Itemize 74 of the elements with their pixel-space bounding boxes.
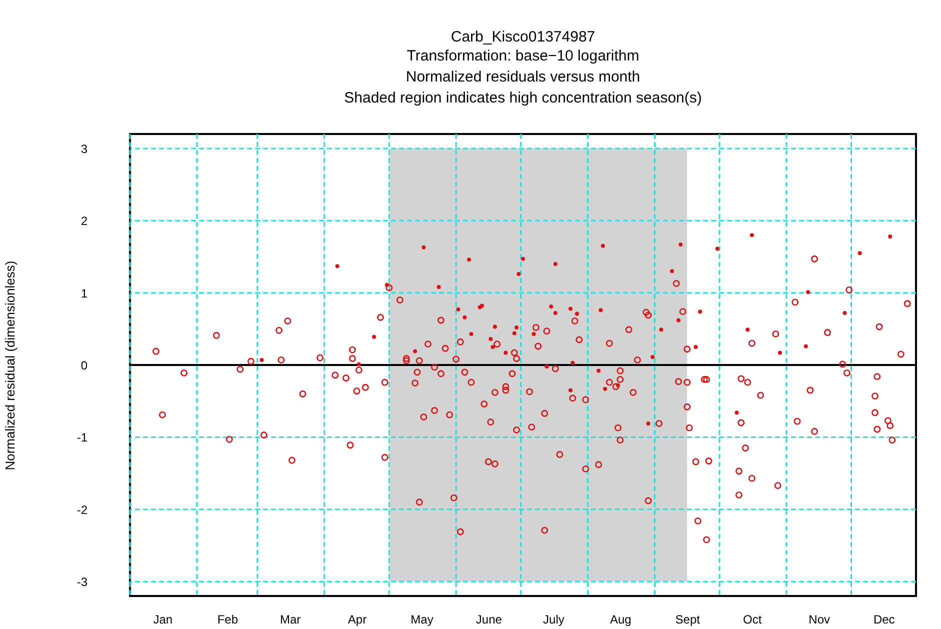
point	[698, 310, 702, 314]
point	[422, 245, 426, 250]
point	[544, 364, 549, 368]
point	[504, 350, 508, 355]
point	[888, 234, 892, 238]
point	[488, 337, 493, 342]
x-tick-label: Feb	[217, 612, 238, 626]
point	[553, 311, 558, 316]
point	[462, 315, 467, 320]
point	[260, 358, 264, 362]
point	[570, 360, 575, 365]
point	[490, 344, 495, 349]
point	[516, 272, 521, 276]
point	[356, 362, 361, 366]
point	[413, 349, 418, 354]
y-tick-label: -2	[76, 502, 88, 517]
point	[806, 290, 810, 294]
chart-subtitle: Transformation: base−10 logarithm Normalized residuals versus month Shaded region indicates high concentration season(s)	[344, 47, 702, 106]
y-axis-title: Normalized residual (dimensionless)	[2, 260, 18, 470]
point	[532, 332, 536, 336]
point	[616, 383, 620, 388]
x-tick-label: May	[410, 612, 434, 626]
y-tick-label: -3	[76, 575, 88, 590]
point	[467, 258, 472, 262]
point	[598, 308, 603, 312]
point	[804, 344, 808, 348]
point	[646, 421, 650, 426]
x-tick-label: Dec	[873, 612, 895, 626]
point	[858, 251, 862, 256]
y-tick-label: -1	[76, 430, 88, 445]
x-tick-label: July	[543, 612, 564, 626]
point	[778, 350, 782, 355]
point	[492, 324, 497, 329]
x-tick-label: Apr	[348, 612, 367, 626]
point	[746, 328, 750, 332]
x-tick-label: Nov	[808, 612, 830, 626]
x-tick-label: Aug	[610, 612, 632, 626]
point	[512, 331, 516, 336]
point	[694, 344, 698, 349]
point	[715, 246, 720, 251]
y-tick-label: 2	[80, 214, 88, 228]
x-tick-label: June	[476, 612, 502, 626]
point	[678, 242, 683, 246]
point	[659, 328, 664, 332]
point	[384, 282, 389, 287]
point	[335, 264, 340, 268]
point	[372, 334, 376, 339]
y-tick-label: 1	[80, 286, 88, 300]
point	[436, 285, 441, 290]
chart-title: Carb_Kisco01374987	[450, 28, 596, 46]
point	[568, 388, 573, 392]
y-tick-label: 0	[80, 358, 88, 372]
point	[600, 244, 605, 248]
point	[574, 312, 579, 316]
point	[456, 307, 460, 312]
point	[842, 311, 847, 316]
y-tick-label: 3	[80, 142, 88, 156]
point	[568, 306, 573, 311]
point	[676, 318, 680, 322]
point	[596, 368, 601, 373]
point	[553, 262, 558, 266]
x-tick-label: Mar	[280, 612, 301, 626]
x-tick-label: Oct	[743, 612, 762, 626]
x-tick-label: Sept	[675, 612, 701, 626]
point	[670, 269, 674, 274]
point	[521, 256, 525, 261]
x-tick-label: Jan	[153, 612, 173, 626]
point	[650, 355, 655, 360]
point	[514, 325, 519, 330]
point	[750, 233, 754, 238]
point	[549, 304, 554, 309]
point	[603, 386, 608, 391]
point	[734, 410, 739, 415]
point	[469, 332, 474, 336]
